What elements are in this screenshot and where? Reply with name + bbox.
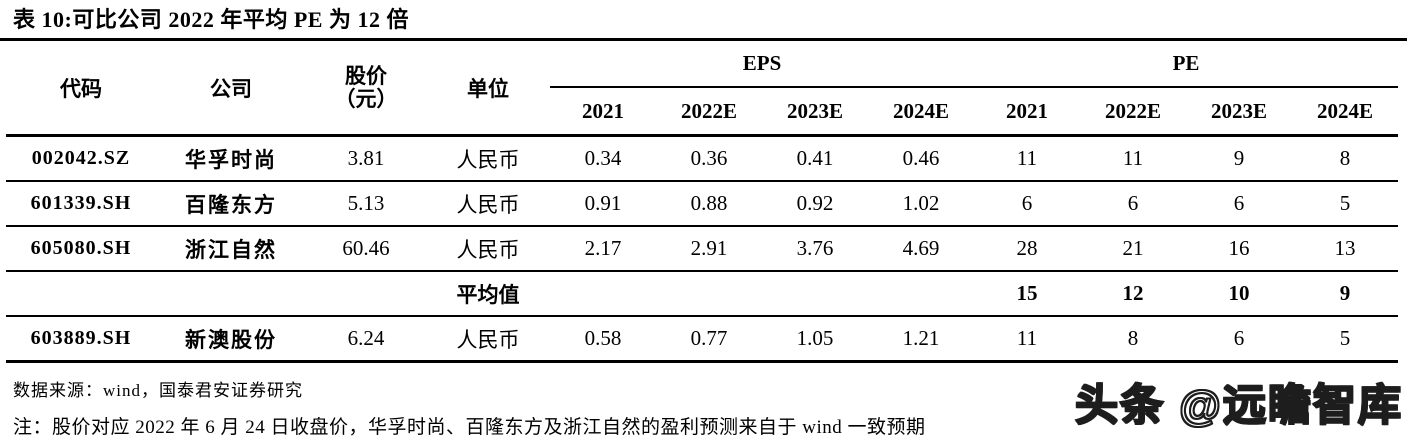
- header-eps-2021: 2021: [550, 87, 656, 137]
- data-source-text: 数据来源：wind，国泰君安证券研究: [13, 381, 303, 400]
- pe-cell: 10: [1186, 271, 1293, 317]
- code-cell: 605080.SH: [6, 226, 156, 272]
- header-pe-2021: 2021: [974, 87, 1081, 137]
- pe-cell: 8: [1292, 135, 1399, 182]
- watermark-text: 头条 @远瞻智库: [1074, 381, 1403, 431]
- header-pe-group: PE: [974, 41, 1399, 88]
- pe-cell: 8: [1080, 316, 1187, 363]
- eps-cell: 1.05: [762, 316, 868, 363]
- header-pe-2024e: 2024E: [1292, 87, 1399, 137]
- table-row: 603889.SH 新澳股份 6.24 人民币 0.58 0.77 1.05 1…: [6, 316, 1399, 363]
- eps-cell: 1.02: [868, 181, 975, 227]
- company-cell: 浙江自然: [156, 226, 306, 272]
- table-title: 表 10:可比公司 2022 年平均 PE 为 12 倍: [0, 0, 1407, 41]
- pe-cell: 15: [974, 271, 1081, 317]
- eps-cell: 2.17: [550, 226, 656, 272]
- eps-cell: [762, 271, 868, 317]
- header-company: 公司: [156, 41, 306, 137]
- table-row: 605080.SH 浙江自然 60.46 人民币 2.17 2.91 3.76 …: [6, 226, 1399, 272]
- price-cell: 5.13: [306, 181, 426, 227]
- eps-cell: [656, 271, 762, 317]
- pe-cell: 9: [1292, 271, 1399, 317]
- code-cell: 601339.SH: [6, 181, 156, 227]
- eps-cell: 0.91: [550, 181, 656, 227]
- eps-cell: 3.76: [762, 226, 868, 272]
- eps-cell: 0.58: [550, 316, 656, 363]
- price-cell: [306, 271, 426, 317]
- pe-cell: 13: [1292, 226, 1399, 272]
- eps-cell: 0.41: [762, 135, 868, 182]
- eps-cell: 0.88: [656, 181, 762, 227]
- pe-cell: 21: [1080, 226, 1187, 272]
- comparable-companies-table: 代码 公司 股价 （元） 单位 EPS PE 2021 2022E 2023E …: [6, 41, 1399, 363]
- eps-cell: 4.69: [868, 226, 975, 272]
- header-eps-2023e: 2023E: [762, 87, 868, 137]
- eps-cell: 0.36: [656, 135, 762, 182]
- header-pe-2022e: 2022E: [1080, 87, 1187, 137]
- unit-cell: 人民币: [426, 226, 550, 272]
- table-header: 代码 公司 股价 （元） 单位 EPS PE 2021 2022E 2023E …: [6, 41, 1399, 137]
- header-eps-2022e: 2022E: [656, 87, 762, 137]
- pe-cell: 11: [1080, 135, 1187, 182]
- pe-cell: 28: [974, 226, 1081, 272]
- pe-cell: 11: [974, 135, 1081, 182]
- pe-cell: 6: [1080, 181, 1187, 227]
- header-eps-group: EPS: [550, 41, 975, 88]
- code-cell: 002042.SZ: [6, 135, 156, 182]
- pe-cell: 6: [1186, 181, 1293, 227]
- header-eps-2024e: 2024E: [868, 87, 975, 137]
- code-cell: [6, 271, 156, 317]
- price-cell: 6.24: [306, 316, 426, 363]
- eps-cell: 0.46: [868, 135, 975, 182]
- pe-cell: 9: [1186, 135, 1293, 182]
- pe-cell: 11: [974, 316, 1081, 363]
- header-group-row: 代码 公司 股价 （元） 单位 EPS PE: [6, 41, 1399, 137]
- eps-cell: 2.91: [656, 226, 762, 272]
- table-body: 002042.SZ 华孚时尚 3.81 人民币 0.34 0.36 0.41 0…: [6, 135, 1399, 363]
- company-cell: 新澳股份: [156, 316, 306, 363]
- price-cell: 3.81: [306, 135, 426, 182]
- unit-cell: 人民币: [426, 316, 550, 363]
- table-row: 601339.SH 百隆东方 5.13 人民币 0.91 0.88 0.92 1…: [6, 181, 1399, 227]
- company-cell: 华孚时尚: [156, 135, 306, 182]
- header-year-row: 2021 2022E 2023E 2024E 2021 2022E 2023E …: [6, 87, 1399, 137]
- table-row: 002042.SZ 华孚时尚 3.81 人民币 0.34 0.36 0.41 0…: [6, 135, 1399, 182]
- average-row: 平均值 15 12 10 9: [6, 271, 1399, 317]
- header-price-line1: 股价: [345, 63, 387, 88]
- eps-cell: [868, 271, 975, 317]
- eps-cell: 1.21: [868, 316, 975, 363]
- pe-cell: 5: [1292, 181, 1399, 227]
- unit-cell: 人民币: [426, 181, 550, 227]
- company-cell: [156, 271, 306, 317]
- pe-cell: 12: [1080, 271, 1187, 317]
- eps-cell: [550, 271, 656, 317]
- pe-cell: 16: [1186, 226, 1293, 272]
- header-pe-2023e: 2023E: [1186, 87, 1293, 137]
- header-code: 代码: [6, 41, 156, 137]
- pe-cell: 6: [1186, 316, 1293, 363]
- code-cell: 603889.SH: [6, 316, 156, 363]
- eps-cell: 0.77: [656, 316, 762, 363]
- pe-cell: 5: [1292, 316, 1399, 363]
- average-label: 平均值: [426, 271, 550, 317]
- price-cell: 60.46: [306, 226, 426, 272]
- unit-cell: 人民币: [426, 135, 550, 182]
- header-unit: 单位: [426, 41, 550, 137]
- header-price: 股价 （元）: [306, 41, 426, 137]
- pe-cell: 6: [974, 181, 1081, 227]
- company-cell: 百隆东方: [156, 181, 306, 227]
- header-price-line2: （元）: [334, 86, 398, 111]
- eps-cell: 0.92: [762, 181, 868, 227]
- eps-cell: 0.34: [550, 135, 656, 182]
